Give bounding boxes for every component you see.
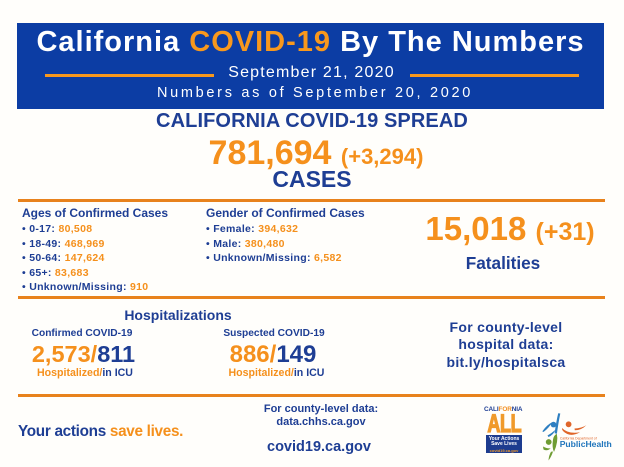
svg-text:PublicHealth: PublicHealth <box>560 439 612 449</box>
svg-text:California Department of: California Department of <box>560 436 597 440</box>
